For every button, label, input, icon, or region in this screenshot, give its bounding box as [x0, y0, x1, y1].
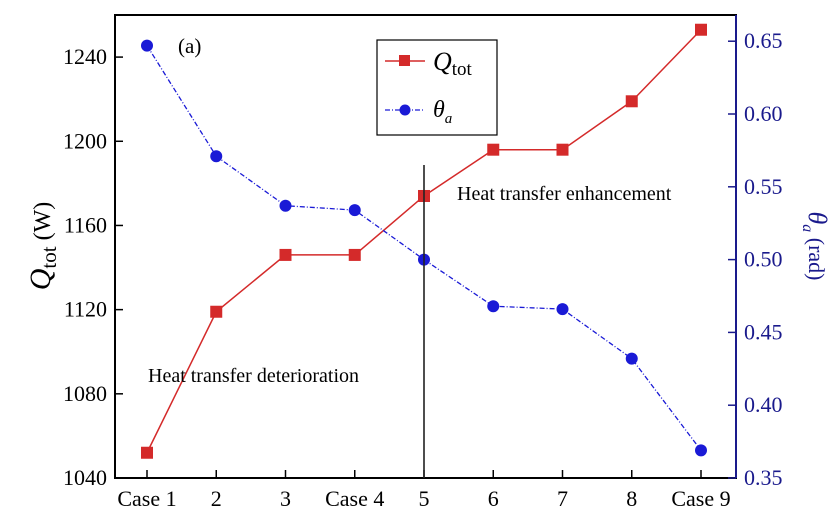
x-tick-label: 8 — [626, 486, 637, 511]
x-tick-label: 5 — [419, 486, 430, 511]
x-tick-label: Case 9 — [671, 486, 730, 511]
right-axis-title-main: θ — [803, 211, 832, 224]
theta-point — [487, 300, 500, 313]
qtot-point — [695, 23, 707, 36]
y-right-tick-label: 0.60 — [744, 101, 783, 126]
y-right-tick-label: 0.35 — [744, 465, 783, 490]
legend-qtot-label: Qtot — [433, 47, 473, 80]
x-tick-label: 3 — [280, 486, 291, 511]
qtot-point — [625, 95, 638, 108]
left-axis-title-unit: (W) — [30, 202, 56, 247]
panel-label: (a) — [178, 34, 201, 58]
qtot-point — [141, 446, 153, 459]
x-tick-label: Case 1 — [117, 486, 176, 511]
qtot-point — [348, 248, 361, 261]
legend: Qtot θa — [376, 39, 498, 136]
y-right-tick-label: 0.50 — [744, 247, 783, 272]
x-tick-label: 2 — [211, 486, 222, 511]
y-left-tick-label: 1080 — [63, 381, 107, 406]
x-tick-label: Case 4 — [325, 486, 384, 511]
theta-point — [279, 199, 292, 212]
theta-point — [141, 39, 153, 52]
legend-qtot-main: Q — [433, 47, 452, 76]
legend-theta-label: θa — [433, 97, 452, 127]
theta-point — [348, 204, 361, 217]
y-left-tick-label: 1240 — [63, 44, 107, 69]
qtot-point — [487, 143, 500, 156]
y-right-tick-label: 0.55 — [744, 174, 783, 199]
theta-point — [556, 303, 569, 316]
legend-qtot-sub: tot — [452, 59, 473, 80]
theta-point — [625, 352, 638, 365]
right-axis-title-unit: (rad) — [804, 232, 829, 280]
y-left-tick-label: 1160 — [64, 212, 107, 237]
right-axis-title-sub: a — [799, 224, 816, 232]
qtot-point — [210, 305, 223, 318]
qtot-point — [279, 248, 292, 261]
right-axis-title: θa (rad) — [799, 211, 832, 280]
annotation-deterioration: Heat transfer deterioration — [148, 365, 359, 387]
y-left-tick-label: 1120 — [64, 297, 107, 322]
y-right-tick-label: 0.40 — [744, 392, 783, 417]
legend-theta-sub: a — [445, 111, 453, 127]
legend-theta-main: θ — [433, 97, 445, 123]
qtot-point — [556, 143, 569, 156]
y-left-tick-label: 1200 — [63, 128, 107, 153]
y-right-tick-label: 0.45 — [744, 319, 783, 344]
left-axis-title: Qtot (W) — [24, 202, 61, 290]
y-left-tick-label: 1040 — [63, 465, 107, 490]
theta-point — [695, 444, 707, 457]
left-axis-title-main: Q — [24, 268, 57, 290]
x-tick-label: 7 — [557, 486, 568, 511]
left-axis-title-sub: tot — [37, 246, 61, 268]
theta-point — [210, 150, 223, 163]
x-tick-label: 6 — [488, 486, 499, 511]
legend-theta-marker — [399, 104, 411, 116]
annotation-enhancement: Heat transfer enhancement — [457, 183, 672, 205]
legend-qtot-marker — [399, 55, 410, 66]
y-right-tick-label: 0.65 — [744, 28, 783, 53]
legend-box — [376, 39, 498, 136]
